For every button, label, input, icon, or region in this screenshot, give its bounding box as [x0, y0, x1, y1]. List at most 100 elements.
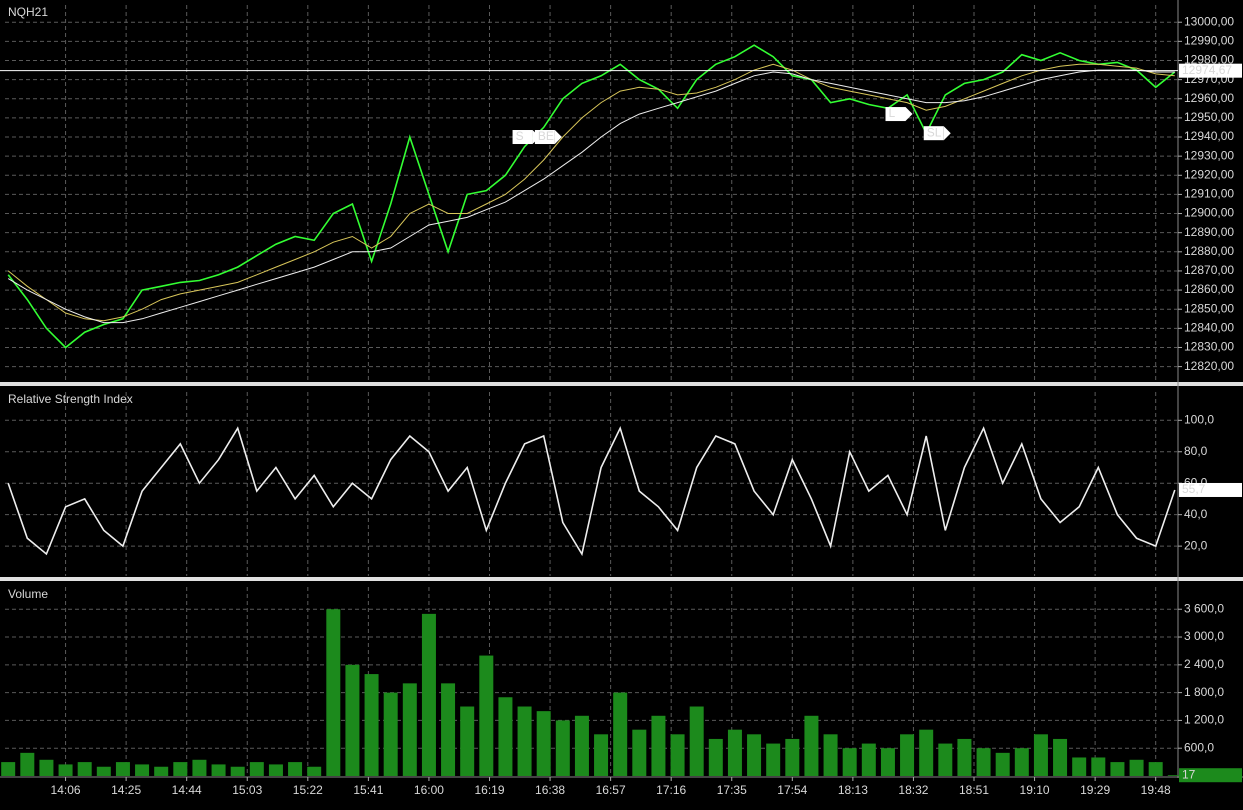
marker-label: SL: [927, 125, 942, 139]
y-tick-label: 12910,00: [1184, 187, 1234, 201]
volume-bar: [192, 759, 207, 776]
x-tick-label: 19:29: [1080, 783, 1110, 797]
y-tick-label: 2 400,0: [1184, 657, 1224, 671]
volume-bar: [594, 734, 609, 776]
volume-bar: [632, 729, 647, 776]
x-tick-label: 18:13: [838, 783, 868, 797]
y-tick-label: 1 800,0: [1184, 685, 1224, 699]
last-value-box: [1179, 768, 1242, 783]
panel-separator: [0, 382, 1243, 386]
x-tick-label: 17:16: [656, 783, 686, 797]
volume-bar: [268, 764, 283, 776]
panel-separator: [0, 577, 1243, 581]
x-tick-label: 16:38: [535, 783, 565, 797]
volume-bar: [651, 715, 666, 776]
trade-marker: BE: [534, 129, 562, 145]
marker-label: BE: [538, 129, 554, 143]
volume-bar: [689, 706, 704, 776]
volume-bar: [517, 706, 532, 776]
marker-label: L: [889, 106, 896, 120]
x-tick-label: 19:48: [1141, 783, 1171, 797]
y-tick-label: 12850,00: [1184, 301, 1234, 315]
volume-bar: [402, 683, 417, 776]
y-tick-label: 12930,00: [1184, 148, 1234, 162]
y-tick-label: 12860,00: [1184, 282, 1234, 296]
y-tick-label: 12890,00: [1184, 225, 1234, 239]
volume-bar: [1110, 762, 1125, 776]
panel-title: NQH21: [8, 5, 48, 19]
volume-bar: [154, 766, 169, 776]
x-tick-label: 14:44: [172, 783, 202, 797]
volume-bar: [555, 720, 570, 776]
volume-bar: [995, 752, 1010, 776]
x-tick-label: 15:22: [293, 783, 323, 797]
x-tick-label: 19:10: [1020, 783, 1050, 797]
volume-bar: [766, 743, 781, 776]
volume-bar: [613, 692, 628, 776]
volume-bar: [823, 734, 838, 776]
y-tick-label: 1 200,0: [1184, 713, 1224, 727]
line-series: [7, 69, 1175, 324]
volume-bar: [804, 715, 819, 776]
volume-bar: [1148, 762, 1163, 776]
marker-box: [923, 126, 944, 141]
last-value-label: 12974,67: [1182, 63, 1232, 77]
line-series: [7, 63, 1175, 322]
volume-bar: [957, 738, 972, 776]
y-tick-label: 12820,00: [1184, 359, 1234, 373]
volume-bar: [345, 664, 360, 776]
volume-bar: [498, 697, 513, 776]
x-tick-label: 14:06: [51, 783, 81, 797]
volume-bar: [249, 762, 264, 776]
volume-bar: [976, 748, 991, 776]
volume-bar: [39, 759, 54, 776]
x-tick-label: 14:25: [111, 783, 141, 797]
y-tick-label: 20,0: [1184, 538, 1208, 552]
volume-bar: [364, 674, 379, 776]
y-tick-label: 3 000,0: [1184, 629, 1224, 643]
x-tick-label: 18:32: [898, 783, 928, 797]
y-tick-label: 100,0: [1184, 412, 1214, 426]
y-tick-label: 12940,00: [1184, 129, 1234, 143]
volume-bar: [421, 613, 436, 776]
y-tick-label: 3 600,0: [1184, 601, 1224, 615]
volume-bar: [747, 734, 762, 776]
marker-arrow: [554, 130, 562, 145]
y-tick-label: 13000,00: [1184, 14, 1234, 28]
y-tick-label: 12870,00: [1184, 263, 1234, 277]
volume-bar: [670, 734, 685, 776]
x-tick-label: 15:41: [353, 783, 383, 797]
x-tick-label: 16:19: [474, 783, 504, 797]
volume-bar: [1033, 734, 1048, 776]
x-tick-label: 17:35: [717, 783, 747, 797]
y-tick-label: 12960,00: [1184, 91, 1234, 105]
last-value-box: [1179, 63, 1242, 78]
volume-bar: [115, 762, 130, 776]
y-tick-label: 12990,00: [1184, 34, 1234, 48]
y-tick-label: 12950,00: [1184, 110, 1234, 124]
volume-bar: [1091, 757, 1106, 776]
volume-bar: [211, 764, 226, 776]
volume-bar: [479, 655, 494, 776]
x-tick-label: 17:54: [777, 783, 807, 797]
x-tick-label: 15:03: [232, 783, 262, 797]
volume-bar: [536, 711, 551, 776]
volume-bar: [58, 764, 73, 776]
volume-bar: [326, 609, 341, 776]
volume-bar: [1167, 775, 1182, 776]
volume-bar: [20, 752, 35, 776]
volume-bar: [383, 692, 398, 776]
volume-bar: [842, 748, 857, 776]
trade-marker: L: [885, 106, 913, 122]
marker-arrow: [905, 107, 913, 122]
volume-bar: [900, 734, 915, 776]
y-tick-label: 12900,00: [1184, 206, 1234, 220]
volume-bar: [574, 715, 589, 776]
marker-box: [885, 107, 906, 122]
volume-bar: [919, 729, 934, 776]
line-series: [7, 44, 1176, 349]
marker-label: S: [516, 129, 524, 143]
volume-bar: [173, 762, 188, 776]
y-tick-label: 40,0: [1184, 507, 1208, 521]
